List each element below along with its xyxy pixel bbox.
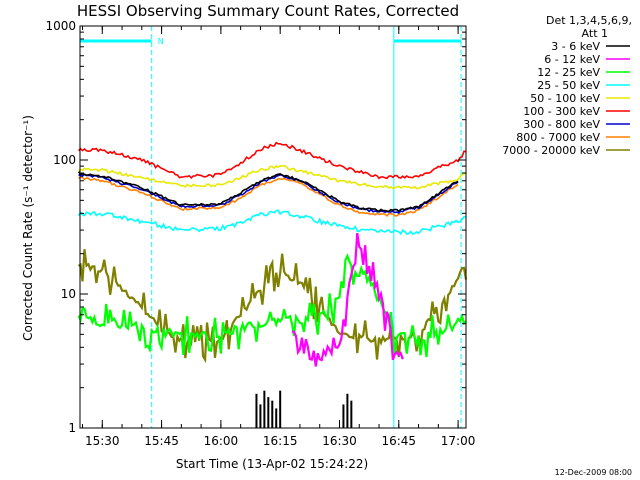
x-tick-label: 17:00	[441, 434, 476, 448]
legend-label: 25 - 50 keV	[537, 79, 600, 92]
legend-label: 50 - 100 keV	[530, 92, 600, 105]
series-line-8	[78, 176, 459, 218]
y-axis-label: Corrected Count Rate (s⁻¹ detector⁻¹)	[21, 115, 35, 341]
series-line-2	[291, 232, 404, 367]
y-tick-label: 100	[53, 153, 76, 167]
series-line-5	[78, 164, 467, 190]
series-line-1	[77, 171, 459, 213]
x-tick-label: 15:30	[85, 434, 120, 448]
x-tick-label: 16:45	[381, 434, 416, 448]
axes: 1 10 100 1000 15:30 15:45 16:00 16:15 16:30 16:45…	[45, 19, 475, 448]
y-tick-label: 1000	[45, 19, 76, 33]
series-line-3	[77, 253, 467, 358]
plot-frame	[79, 25, 467, 429]
marker-label: N	[158, 37, 164, 46]
y-tick-label: 1	[68, 421, 76, 435]
x-axis-label: Start Time (13-Apr-02 15:24:22)	[176, 457, 368, 471]
legend-header-line-2: Att 1	[582, 27, 608, 40]
series-line-6	[77, 141, 467, 180]
chart-title: HESSI Observing Summary Count Rates, Cor…	[77, 2, 459, 20]
legend-label: 7000 - 20000 keV	[502, 144, 600, 157]
legend-label: 12 - 25 keV	[537, 66, 600, 79]
series-line-7	[78, 173, 459, 214]
x-tick-label: 15:45	[144, 434, 179, 448]
series-line-9	[77, 249, 468, 364]
x-tick-label: 16:30	[322, 434, 357, 448]
legend-label: 100 - 300 keV	[523, 105, 600, 118]
x-tick-label: 16:00	[204, 434, 239, 448]
legend-label: 800 - 7000 keV	[516, 131, 600, 144]
legend-label: 6 - 12 keV	[544, 53, 600, 66]
legend-label: 300 - 800 keV	[523, 118, 600, 131]
legend-label: 3 - 6 keV	[551, 40, 600, 53]
legend-header-line-1: Det 1,3,4,5,6,9,	[546, 14, 632, 27]
y-tick-label: 10	[61, 287, 76, 301]
x-tick-label: 16:15	[263, 434, 298, 448]
footer-date: 12-Dec-2009 08:00	[555, 468, 632, 477]
series-line-4	[77, 209, 467, 236]
plot-area: N	[77, 26, 468, 428]
